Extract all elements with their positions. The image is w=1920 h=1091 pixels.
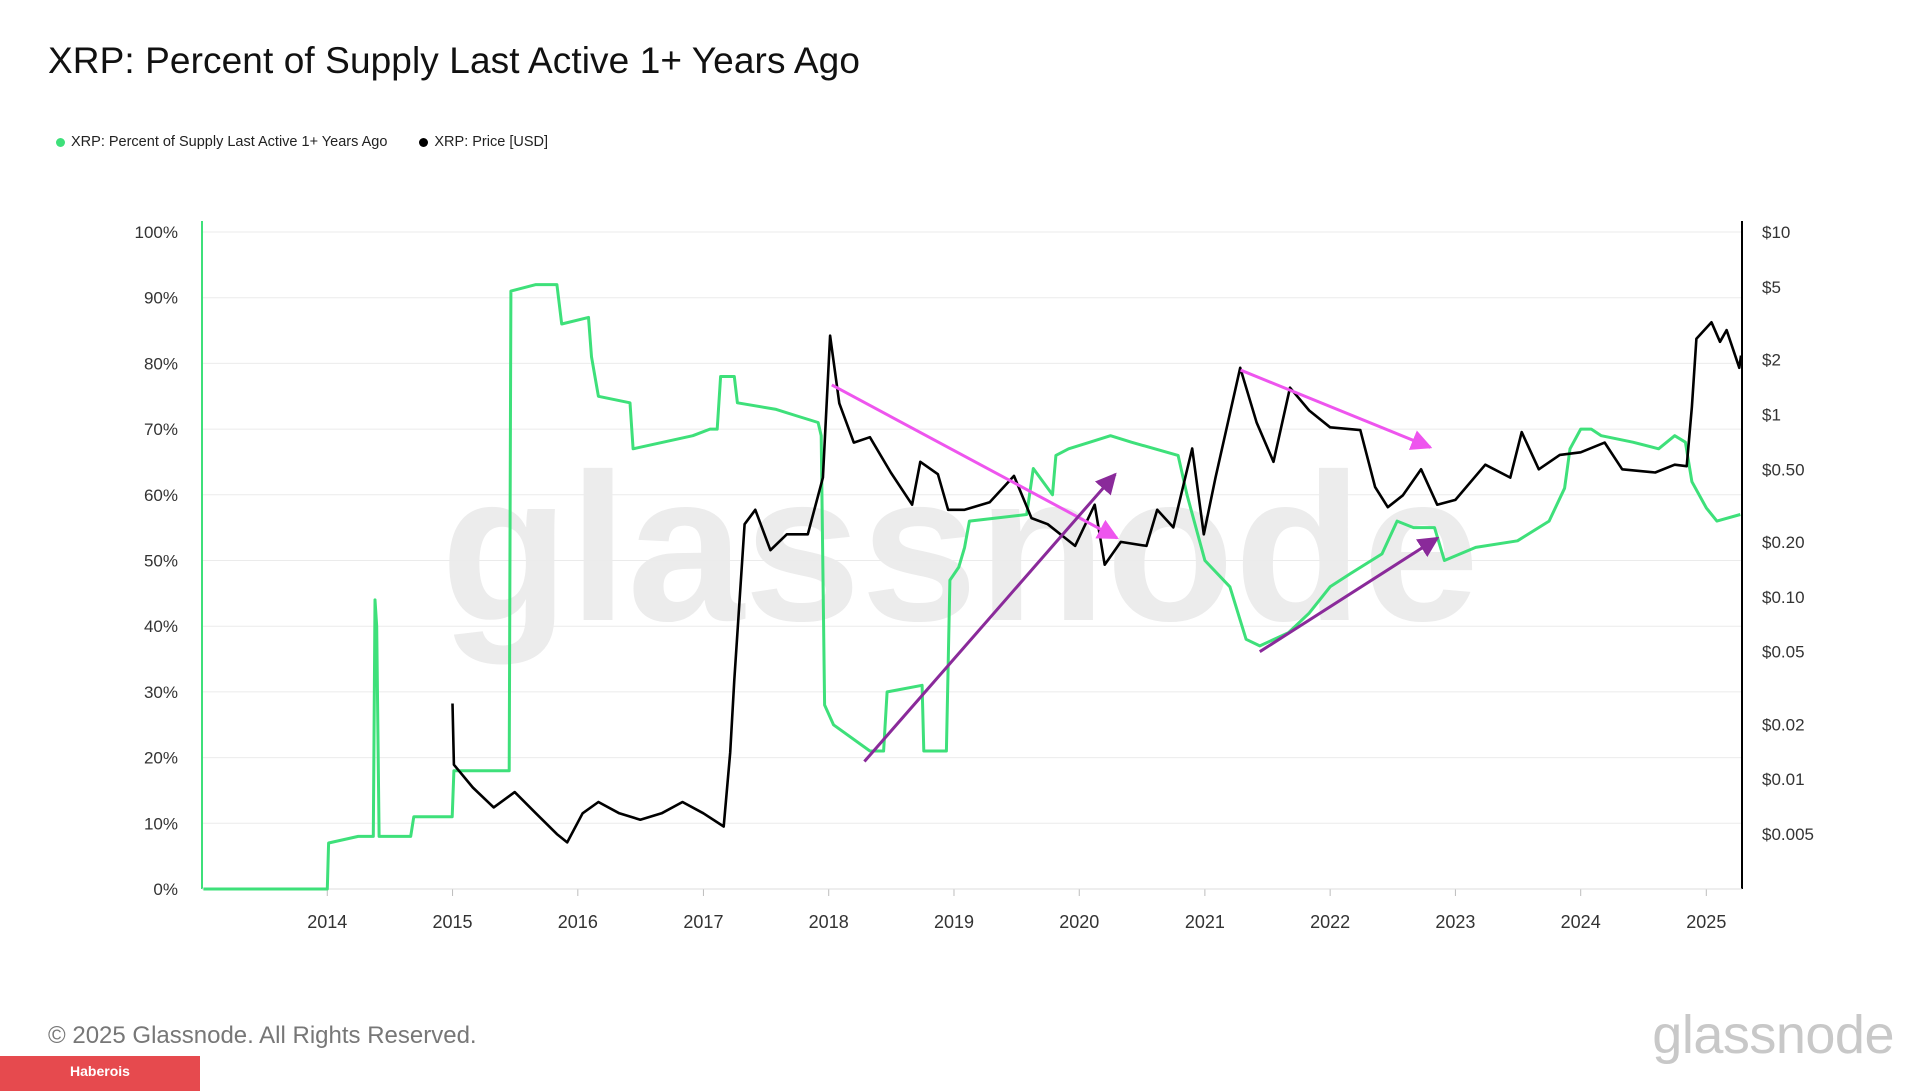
y-left-tick-label: 20% <box>144 749 178 768</box>
y-right-tick-label: $0.01 <box>1762 770 1805 789</box>
legend-label-price: XRP: Price [USD] <box>434 134 548 150</box>
legend: XRP: Percent of Supply Last Active 1+ Ye… <box>56 134 548 150</box>
y-left-tick-label: 10% <box>144 814 178 833</box>
x-tick-label: 2014 <box>307 912 347 932</box>
axes: 0% 10% 20% 30% 40% 50% 60% 70% 80% 90% 100% 2014 201… <box>135 221 1814 932</box>
y-right-tick-label: $0.02 <box>1762 715 1805 734</box>
y-left-tick-label: 100% <box>135 223 178 242</box>
brand-logo: glassnode <box>1652 1005 1894 1065</box>
copyright-text: © 2025 Glassnode. All Rights Reserved. <box>48 1022 477 1049</box>
legend-label-supply: XRP: Percent of Supply Last Active 1+ Ye… <box>71 134 388 150</box>
x-tick-label: 2015 <box>433 912 473 932</box>
trend-arrow-pink <box>831 383 1119 540</box>
y-left-tick-label: 80% <box>144 354 178 373</box>
y-right-tick-label: $0.05 <box>1762 643 1805 662</box>
trend-arrow-pink <box>1239 368 1433 450</box>
y-left-tick-label: 50% <box>144 552 178 571</box>
x-tick-label: 2020 <box>1059 912 1099 932</box>
y-left-tick-label: 90% <box>144 289 178 308</box>
legend-item-price[interactable]: XRP: Price [USD] <box>419 134 548 150</box>
series-line-supply <box>203 283 1741 891</box>
x-tick-label: 2022 <box>1310 912 1350 932</box>
x-tick-label: 2023 <box>1435 912 1475 932</box>
x-tick-label: 2025 <box>1686 912 1726 932</box>
y-right-tick-label: $0.50 <box>1762 460 1805 479</box>
y-right-tick-label: $2 <box>1762 350 1781 369</box>
x-tick-label: 2021 <box>1185 912 1225 932</box>
trend-arrow-purple <box>1258 536 1440 653</box>
x-tick-label: 2016 <box>558 912 598 932</box>
source-badge: Haberois <box>0 1056 200 1091</box>
x-tick-label: 2024 <box>1561 912 1601 932</box>
chart-title: XRP: Percent of Supply Last Active 1+ Ye… <box>48 40 861 81</box>
y-right-tick-label: $5 <box>1762 278 1781 297</box>
grid <box>202 231 1742 890</box>
watermark: glassnode <box>441 430 1480 665</box>
x-tick-label: 2017 <box>683 912 723 932</box>
legend-item-supply[interactable]: XRP: Percent of Supply Last Active 1+ Ye… <box>56 134 387 150</box>
y-left-tick-label: 60% <box>144 486 178 505</box>
y-left-tick-label: 30% <box>144 683 178 702</box>
annotations <box>831 368 1440 763</box>
legend-marker-price <box>419 137 429 147</box>
y-right-tick-label: $0.005 <box>1762 825 1814 844</box>
y-left-tick-label: 0% <box>153 880 178 899</box>
y-right-tick-label: $0.20 <box>1762 533 1805 552</box>
x-tick-label: 2019 <box>934 912 974 932</box>
series-layer <box>203 283 1743 891</box>
y-right-tick-label: $0.10 <box>1762 588 1805 607</box>
legend-marker-supply <box>56 137 65 147</box>
y-right-tick-label: $10 <box>1762 223 1790 242</box>
trend-arrow-purple <box>863 472 1117 763</box>
series-line-price <box>451 321 1743 844</box>
y-left-tick-label: 70% <box>144 420 178 439</box>
x-tick-label: 2018 <box>809 912 849 932</box>
y-left-tick-label: 40% <box>144 617 178 636</box>
y-right-tick-label: $1 <box>1762 405 1781 424</box>
